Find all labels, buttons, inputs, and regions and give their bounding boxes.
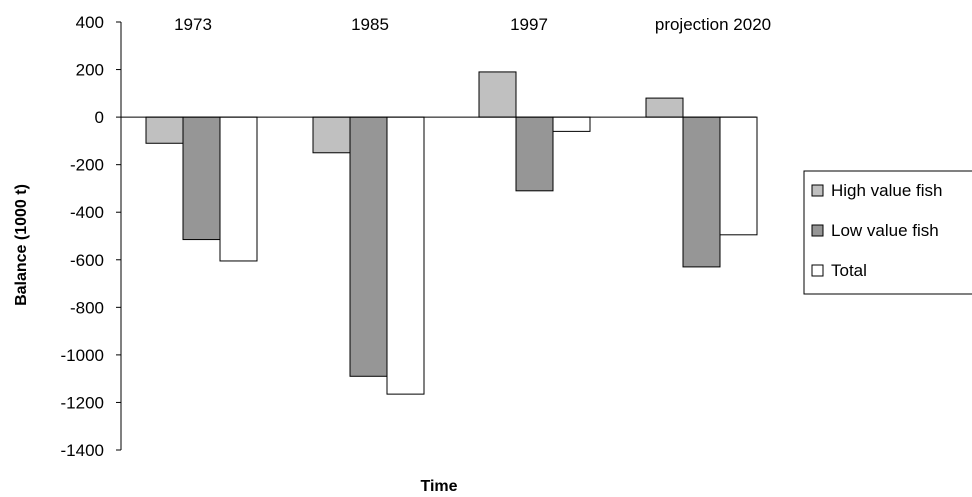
bar-low-value-fish-0 (182, 116, 221, 241)
legend-label: Low value fish (831, 221, 939, 240)
category-label: 1997 (510, 15, 548, 34)
bar-total-2 (552, 116, 591, 132)
y-axis-title: Balance (1000 t) (13, 184, 30, 306)
y-tick-label: -1400 (61, 441, 104, 460)
bar-low-value-fish-3 (682, 116, 721, 268)
legend-label: Total (831, 261, 867, 280)
y-tick-label: 0 (95, 108, 104, 127)
category-label: 1973 (174, 15, 212, 34)
bar-high-value-fish-0 (145, 116, 184, 144)
y-tick-label: -1000 (61, 346, 104, 365)
y-tick-label: -800 (70, 298, 104, 317)
bar-high-value-fish-1 (312, 116, 351, 154)
y-axis-ticks: 400 200 0 -200 -400 -600 -800 -1000 -1200 -1400 (61, 13, 121, 460)
category-label: 1985 (351, 15, 389, 34)
category-label: projection 2020 (655, 15, 771, 34)
x-axis-title: Time (420, 478, 457, 495)
legend-swatch (811, 264, 824, 277)
legend-label: High value fish (831, 181, 943, 200)
bar-high-value-fish-2 (478, 71, 517, 118)
y-tick-label: -200 (70, 156, 104, 175)
legend: High value fish Low value fish Total (803, 170, 972, 295)
bar-low-value-fish-1 (349, 116, 388, 377)
bar-low-value-fish-2 (515, 116, 554, 192)
legend-box (803, 170, 972, 295)
category-labels: 1973 1985 1997 projection 2020 (174, 15, 771, 34)
y-tick-label: 400 (76, 13, 104, 32)
bar-marks (145, 71, 758, 395)
bar-total-1 (386, 116, 425, 395)
bar-total-0 (219, 116, 258, 262)
bar-total-3 (719, 116, 758, 236)
legend-swatch (811, 224, 824, 237)
bar-high-value-fish-3 (645, 97, 684, 118)
y-tick-label: -600 (70, 251, 104, 270)
y-tick-label: 200 (76, 61, 104, 80)
legend-swatch (811, 184, 824, 197)
y-tick-label: -1200 (61, 393, 104, 412)
y-tick-label: -400 (70, 203, 104, 222)
